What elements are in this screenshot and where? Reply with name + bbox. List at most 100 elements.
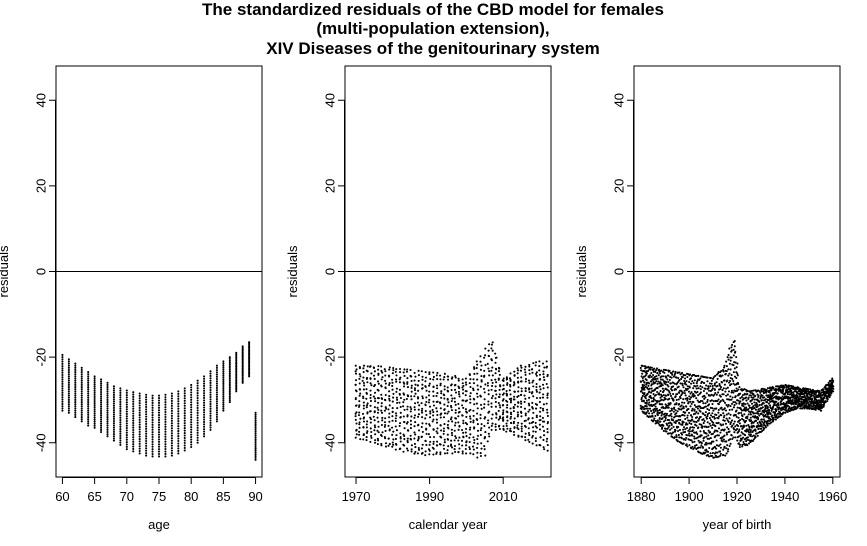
residual-point xyxy=(74,388,77,391)
residual-point xyxy=(685,436,688,440)
residual-point xyxy=(666,423,669,427)
residual-point xyxy=(138,438,141,441)
residual-point xyxy=(491,422,494,425)
residual-point xyxy=(442,378,445,381)
residual-point xyxy=(410,407,413,411)
residual-point xyxy=(693,435,696,438)
residual-point xyxy=(203,389,206,392)
residual-point xyxy=(520,427,523,430)
residual-point xyxy=(652,419,655,422)
residual-point xyxy=(523,368,526,371)
residual-point xyxy=(428,371,431,374)
residual-point xyxy=(228,366,231,369)
residual-point xyxy=(391,441,394,444)
residual-point xyxy=(675,398,678,401)
residual-point xyxy=(425,396,428,399)
residual-point xyxy=(119,425,122,428)
residual-point xyxy=(410,448,413,451)
residual-point xyxy=(132,428,135,432)
residual-point xyxy=(373,419,376,422)
residual-point xyxy=(740,396,744,399)
residual-point xyxy=(93,389,96,392)
residual-point xyxy=(742,436,745,439)
residual-point xyxy=(358,411,361,414)
residual-point xyxy=(138,397,141,400)
residual-point xyxy=(395,434,398,437)
residual-point xyxy=(742,424,745,427)
residual-point xyxy=(93,424,96,427)
residual-point xyxy=(727,374,730,377)
residual-point xyxy=(472,397,475,400)
residual-point xyxy=(145,447,148,450)
residual-point xyxy=(436,427,439,430)
residual-point xyxy=(664,394,667,397)
residual-point xyxy=(384,423,387,427)
residual-point xyxy=(512,420,516,423)
residual-point xyxy=(369,421,372,424)
residual-point xyxy=(490,379,493,382)
residual-point xyxy=(414,392,417,395)
residual-point xyxy=(732,379,735,383)
residual-point xyxy=(235,381,238,384)
residual-point xyxy=(132,447,135,450)
residual-point xyxy=(132,400,135,403)
residual-point xyxy=(183,436,186,440)
residual-point xyxy=(746,436,750,439)
residual-point xyxy=(453,429,456,432)
residual-point xyxy=(119,398,122,401)
residual-point xyxy=(491,366,494,369)
residual-point xyxy=(222,385,225,389)
residual-point xyxy=(747,410,750,413)
residual-point xyxy=(414,450,417,453)
residual-point xyxy=(491,394,494,397)
residual-point xyxy=(501,393,504,396)
residual-point xyxy=(722,393,725,396)
residual-point xyxy=(686,399,689,402)
residual-point xyxy=(495,412,498,415)
residual-point xyxy=(725,370,728,373)
residual-point xyxy=(228,379,231,382)
residual-point xyxy=(391,381,394,384)
residual-point xyxy=(354,379,358,382)
residual-point xyxy=(682,398,685,401)
residual-point xyxy=(376,388,379,391)
residual-point xyxy=(499,385,502,388)
residual-point xyxy=(665,412,668,415)
residual-point xyxy=(421,422,424,425)
residual-point xyxy=(203,399,206,402)
residual-point xyxy=(396,398,399,401)
residual-point xyxy=(538,391,541,394)
residual-point xyxy=(741,445,744,448)
residual-point xyxy=(709,452,712,455)
residual-point xyxy=(391,388,394,391)
residual-point xyxy=(196,421,199,424)
residual-point xyxy=(125,394,128,397)
residual-point xyxy=(119,432,122,435)
residual-point xyxy=(674,388,678,391)
residual-point xyxy=(472,382,476,385)
residual-point xyxy=(505,422,508,425)
residual-point xyxy=(680,394,683,397)
residual-point xyxy=(505,410,508,413)
residual-point xyxy=(413,414,417,417)
residual-point xyxy=(516,415,519,418)
residual-point xyxy=(524,390,527,393)
residual-point xyxy=(100,418,103,421)
residual-point xyxy=(724,454,727,457)
residual-point xyxy=(383,398,386,401)
residual-point xyxy=(746,417,749,420)
residual-point xyxy=(394,448,397,451)
residual-point xyxy=(215,415,218,418)
residual-point xyxy=(487,367,490,370)
residual-point xyxy=(480,375,483,378)
residual-point xyxy=(523,394,526,397)
residual-point xyxy=(672,375,675,378)
residual-point xyxy=(675,402,678,405)
residual-point xyxy=(125,398,128,401)
residual-point xyxy=(740,425,743,428)
residual-point xyxy=(370,430,373,434)
residual-point xyxy=(125,389,128,392)
residual-point xyxy=(531,434,534,438)
residual-point xyxy=(439,407,442,410)
residual-point xyxy=(484,354,487,357)
